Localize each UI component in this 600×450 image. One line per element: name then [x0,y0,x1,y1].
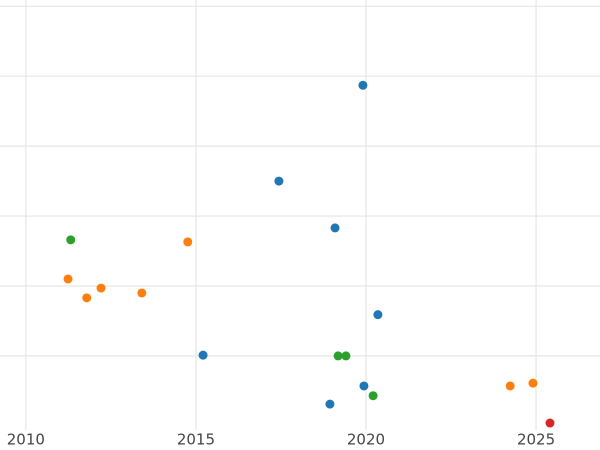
x-tick-label: 2020 [347,431,385,449]
point [358,80,368,90]
point [198,350,208,360]
point [373,310,383,320]
point [96,283,106,293]
point [333,351,343,361]
point [82,293,92,303]
point [137,288,147,298]
point [341,351,351,361]
point [66,235,76,245]
point [330,223,340,233]
point [274,176,284,186]
point [325,399,335,409]
point [368,391,378,401]
point [359,381,369,391]
point [528,378,538,388]
point [505,381,515,391]
point [183,237,193,247]
x-tick-label: 2010 [7,431,45,449]
x-tick-label: 2015 [177,431,215,449]
x-tick-label: 2025 [517,431,555,449]
point [545,418,555,428]
point [63,274,73,284]
